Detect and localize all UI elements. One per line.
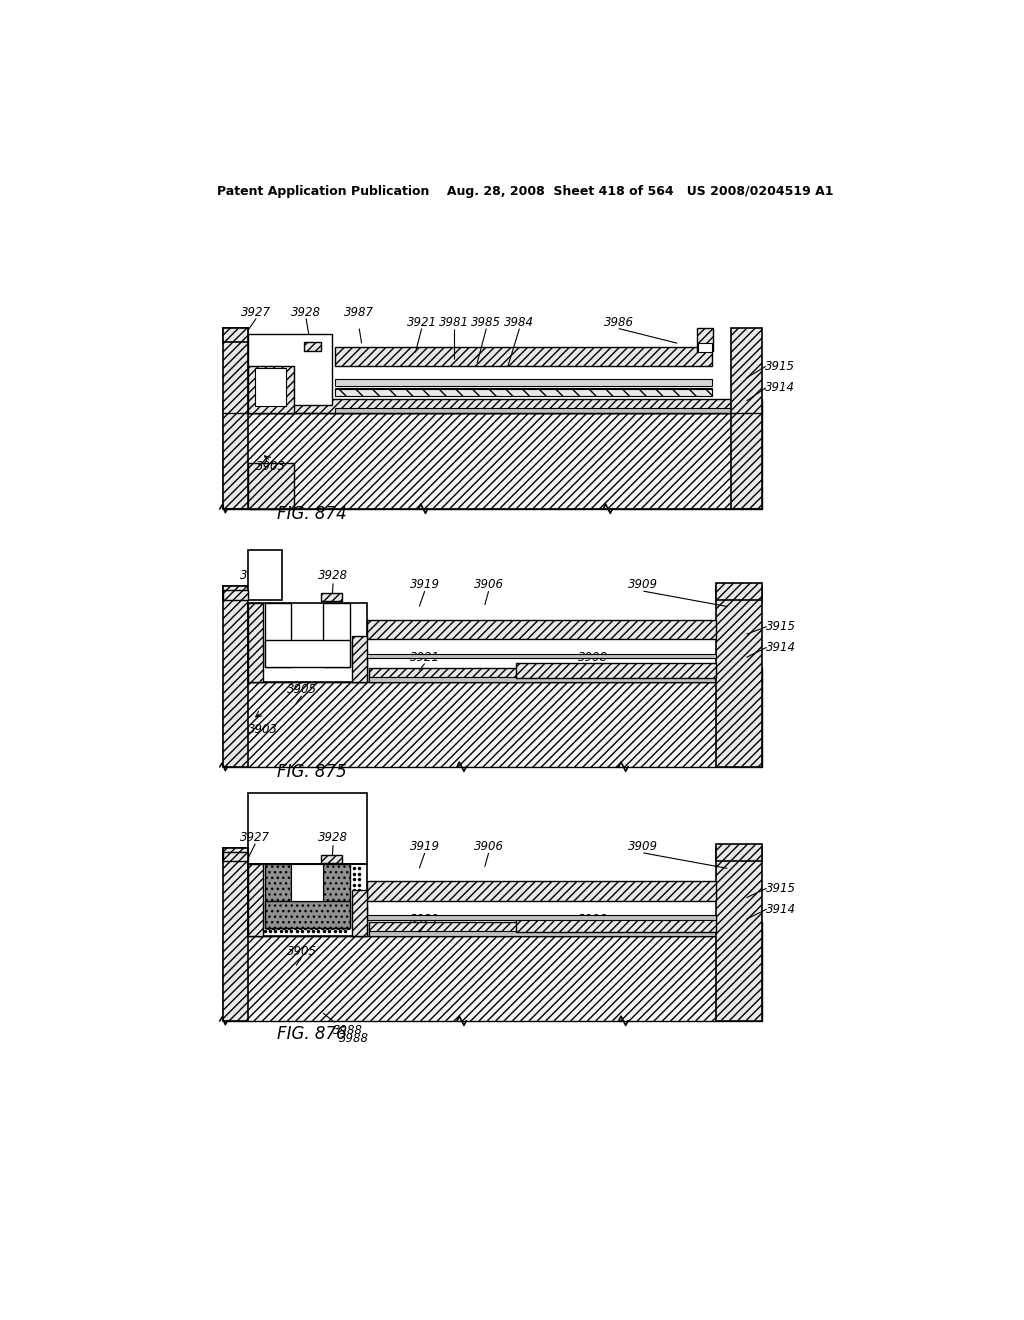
Text: 3908: 3908 bbox=[578, 651, 607, 664]
Bar bbox=[248, 865, 367, 936]
Bar bbox=[321, 594, 342, 601]
Bar bbox=[323, 603, 350, 667]
Bar bbox=[367, 882, 716, 900]
Bar bbox=[335, 347, 712, 367]
Text: 3981: 3981 bbox=[439, 315, 469, 329]
Text: 3921: 3921 bbox=[407, 315, 436, 329]
Text: 3984: 3984 bbox=[505, 315, 535, 329]
Bar bbox=[304, 342, 321, 351]
Bar bbox=[223, 327, 248, 342]
Bar bbox=[264, 865, 292, 928]
Bar bbox=[716, 847, 762, 1020]
Bar bbox=[223, 590, 248, 599]
Text: FIG. 875: FIG. 875 bbox=[276, 763, 346, 780]
Bar bbox=[370, 668, 762, 682]
Bar bbox=[264, 603, 292, 667]
Bar bbox=[248, 865, 263, 936]
Text: FIG. 874: FIG. 874 bbox=[276, 504, 346, 523]
Text: 3927: 3927 bbox=[241, 306, 271, 319]
Bar bbox=[716, 845, 762, 862]
Bar bbox=[323, 865, 350, 928]
Text: 3915: 3915 bbox=[766, 620, 797, 634]
Bar bbox=[248, 906, 367, 936]
Text: 3928: 3928 bbox=[318, 569, 348, 582]
Bar bbox=[248, 334, 333, 405]
Text: 3988: 3988 bbox=[333, 1023, 362, 1036]
Bar bbox=[223, 412, 762, 508]
Bar bbox=[223, 586, 248, 599]
Bar bbox=[367, 915, 716, 920]
Text: 3987: 3987 bbox=[344, 306, 374, 319]
Text: 3927: 3927 bbox=[241, 832, 270, 843]
Bar bbox=[731, 327, 762, 508]
Text: 3906: 3906 bbox=[474, 578, 504, 591]
Bar bbox=[370, 932, 762, 936]
Text: 3986: 3986 bbox=[604, 315, 634, 329]
Text: 3927: 3927 bbox=[241, 569, 270, 582]
Text: 3903: 3903 bbox=[248, 723, 278, 737]
Bar bbox=[716, 582, 762, 599]
Text: ~3902~: ~3902~ bbox=[276, 606, 327, 619]
Text: 3919: 3919 bbox=[410, 840, 439, 853]
Bar bbox=[292, 865, 323, 902]
Bar bbox=[223, 327, 248, 508]
Bar bbox=[264, 640, 350, 667]
Bar bbox=[223, 399, 762, 412]
Bar bbox=[248, 793, 367, 865]
Bar bbox=[223, 936, 762, 1020]
Bar bbox=[248, 603, 263, 682]
Text: 3903: 3903 bbox=[256, 459, 286, 473]
Bar bbox=[248, 462, 294, 508]
Bar bbox=[698, 343, 712, 352]
Bar bbox=[696, 327, 714, 351]
Text: 3928: 3928 bbox=[318, 832, 348, 843]
Text: 3909: 3909 bbox=[629, 840, 658, 853]
Bar bbox=[367, 619, 716, 639]
Bar bbox=[370, 923, 762, 936]
Bar bbox=[321, 855, 342, 863]
Text: 3919: 3919 bbox=[410, 578, 439, 591]
Bar bbox=[223, 586, 248, 767]
Bar bbox=[335, 388, 712, 392]
Text: 3905: 3905 bbox=[287, 684, 316, 696]
Bar bbox=[351, 890, 367, 936]
Bar bbox=[223, 847, 248, 1020]
Bar bbox=[248, 366, 294, 412]
Text: 3985: 3985 bbox=[471, 315, 502, 329]
Bar bbox=[335, 379, 712, 385]
Text: 3914: 3914 bbox=[766, 903, 797, 916]
Text: 3908: 3908 bbox=[578, 912, 607, 925]
Text: 3905: 3905 bbox=[287, 945, 316, 958]
Bar bbox=[248, 603, 367, 682]
Text: 3915: 3915 bbox=[765, 360, 795, 372]
Text: 3914: 3914 bbox=[765, 381, 795, 395]
Text: 3915: 3915 bbox=[766, 882, 797, 895]
Bar bbox=[223, 847, 248, 862]
Text: 3906: 3906 bbox=[474, 840, 504, 853]
Bar bbox=[367, 653, 716, 659]
Text: 3988: 3988 bbox=[339, 1032, 369, 1045]
Bar bbox=[370, 677, 762, 682]
Bar bbox=[335, 389, 712, 396]
Text: Patent Application Publication    Aug. 28, 2008  Sheet 418 of 564   US 2008/0204: Patent Application Publication Aug. 28, … bbox=[216, 185, 834, 198]
Bar bbox=[335, 408, 762, 412]
Text: 3921: 3921 bbox=[410, 912, 439, 925]
Text: 3909: 3909 bbox=[629, 578, 658, 591]
Bar bbox=[716, 586, 762, 767]
Bar bbox=[255, 368, 286, 407]
Bar bbox=[248, 549, 283, 599]
Bar bbox=[223, 682, 762, 767]
Bar bbox=[248, 651, 367, 682]
Bar bbox=[515, 917, 716, 932]
Text: ~3902~: ~3902~ bbox=[276, 866, 327, 879]
Bar bbox=[515, 663, 716, 678]
Bar bbox=[223, 853, 248, 862]
Bar bbox=[351, 636, 367, 682]
Text: FIG. 876: FIG. 876 bbox=[276, 1024, 346, 1043]
Bar bbox=[264, 902, 350, 928]
Text: 3914: 3914 bbox=[766, 640, 797, 653]
Text: 3921: 3921 bbox=[410, 651, 439, 664]
Text: 3928: 3928 bbox=[291, 306, 322, 319]
